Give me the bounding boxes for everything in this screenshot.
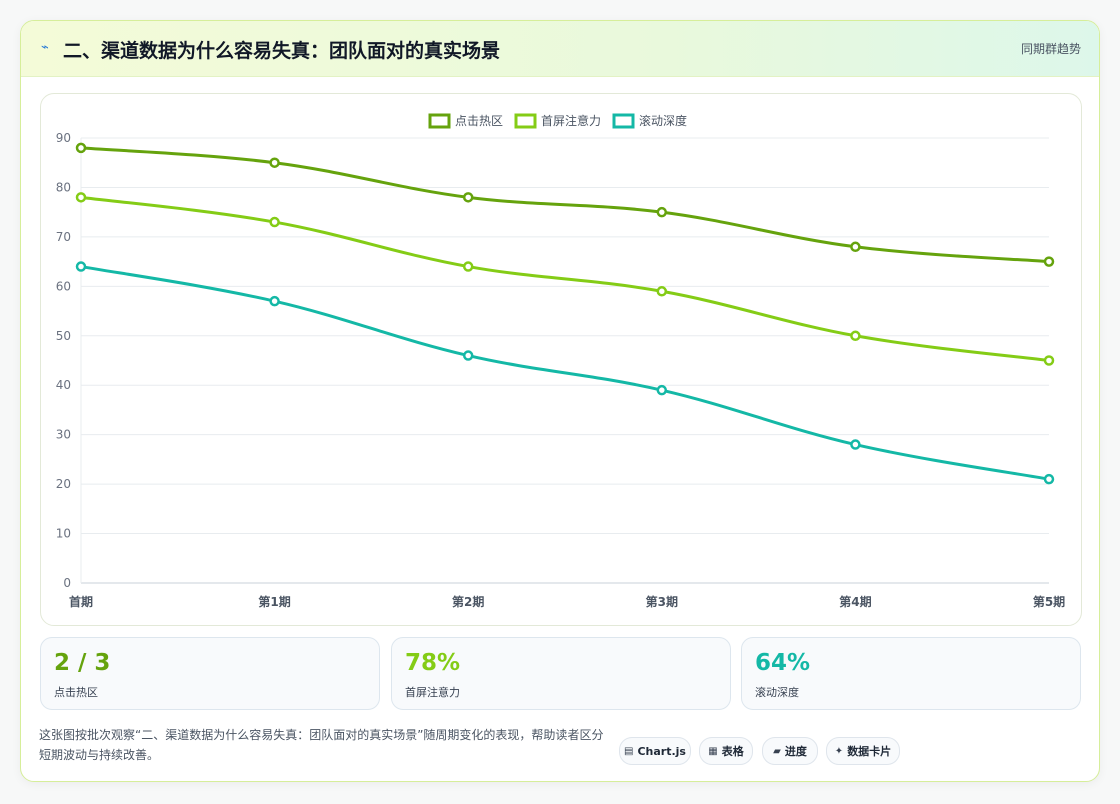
- y-tick-label: 10: [56, 527, 71, 541]
- chip-data-card[interactable]: ✦ 数据卡片: [826, 737, 900, 765]
- data-point: [462, 261, 474, 272]
- chip-label: Chart.js: [637, 744, 686, 758]
- stat-card-3: 64% 滚动深度: [741, 637, 1081, 710]
- chip-table[interactable]: ▦ 表格: [699, 737, 753, 765]
- data-point: [1043, 256, 1055, 267]
- data-point: [656, 206, 668, 218]
- line-chart: 0 10 20 30 40 50 60 70 80 90 首期 第1期 第2期 第3期 第4期 第5期 点击热区…: [56, 113, 1065, 609]
- data-point: [75, 142, 87, 154]
- data-point: [462, 192, 474, 203]
- data-point: [1043, 355, 1055, 366]
- stat-card-1: 2 / 3 点击热区: [40, 637, 380, 710]
- y-tick-label: 60: [56, 279, 71, 293]
- data-point: [656, 384, 668, 396]
- lightning-icon: ⌁: [41, 40, 49, 55]
- report-card: ⌁ 二、渠道数据为什么容易失真：团队面对的真实场景 同期群趋势 0 10 20 30 4…: [20, 20, 1100, 782]
- chart-icon: ▤: [624, 745, 634, 757]
- legend-swatch: [514, 113, 537, 129]
- legend-swatch: [612, 113, 635, 129]
- progress-icon: ▰: [773, 745, 781, 757]
- legend-label: 首屏注意力: [541, 113, 601, 128]
- chart-description: 这张图按批次观察“二、渠道数据为什么容易失真：团队面对的真实场景”随周期变化的表…: [39, 728, 604, 762]
- chip-chartjs[interactable]: ▤ Chart.js: [619, 737, 691, 765]
- y-tick-label: 70: [56, 230, 71, 244]
- data-point: [656, 286, 668, 297]
- chip-label: 进度: [784, 745, 807, 758]
- stat-card-2: 78% 首屏注意力: [391, 637, 731, 710]
- x-tick-label: 第3期: [646, 594, 678, 609]
- x-tick-label: 第4期: [839, 594, 871, 609]
- data-point: [75, 192, 87, 203]
- legend-label: 滚动深度: [639, 113, 687, 128]
- stat-value: 64%: [755, 650, 811, 676]
- data-point: [269, 295, 280, 307]
- x-tick-label: 首期: [69, 594, 93, 609]
- stat-value: 78%: [405, 650, 461, 676]
- y-tick-label: 0: [63, 576, 71, 590]
- x-tick-label: 第5期: [1033, 594, 1065, 609]
- data-point: [850, 439, 861, 450]
- stat-label: 点击热区: [54, 686, 98, 699]
- data-point: [462, 350, 474, 361]
- stat-cards: 2 / 3 点击热区 78% 首屏注意力 64% 滚动深度: [40, 637, 1082, 710]
- page-title: 二、渠道数据为什么容易失真：团队面对的真实场景: [63, 40, 501, 62]
- legend-swatch: [428, 113, 451, 129]
- table-icon: ▦: [708, 745, 718, 757]
- y-tick-label: 90: [56, 131, 71, 145]
- legend-label: 点击热区: [455, 114, 503, 128]
- data-point: [269, 216, 280, 228]
- data-point: [850, 330, 861, 342]
- chart-panel: 0 10 20 30 40 50 60 70 80 90 首期 第1期 第2期 第3期 第4期 第5期 点击热区…: [40, 93, 1082, 626]
- chip-label: 数据卡片: [847, 745, 892, 758]
- series-line-3: [80, 265, 1050, 481]
- data-point: [75, 261, 87, 272]
- x-tick-label: 第2期: [452, 594, 484, 609]
- data-point: [269, 157, 280, 168]
- stat-label: 滚动深度: [755, 686, 799, 699]
- x-tick-label: 第1期: [258, 594, 290, 609]
- stat-value: 2 / 3: [54, 650, 111, 676]
- y-tick-label: 80: [56, 180, 71, 194]
- y-tick-label: 20: [56, 477, 71, 491]
- y-tick-label: 50: [56, 329, 71, 343]
- sparkle-icon: ✦: [834, 745, 844, 757]
- y-tick-label: 30: [56, 428, 71, 442]
- chip-progress[interactable]: ▰ 进度: [762, 737, 818, 765]
- series-line-1: [80, 146, 1050, 264]
- chip-label: 表格: [721, 745, 744, 758]
- y-tick-label: 40: [56, 378, 71, 392]
- stat-label: 首屏注意力: [405, 686, 460, 699]
- data-point: [850, 241, 861, 253]
- card-header: ⌁ 二、渠道数据为什么容易失真：团队面对的真实场景 同期群趋势: [21, 21, 1099, 77]
- trend-tag: 同期群趋势: [1020, 42, 1081, 56]
- series-line-2: [80, 195, 1050, 362]
- data-point: [1043, 473, 1055, 485]
